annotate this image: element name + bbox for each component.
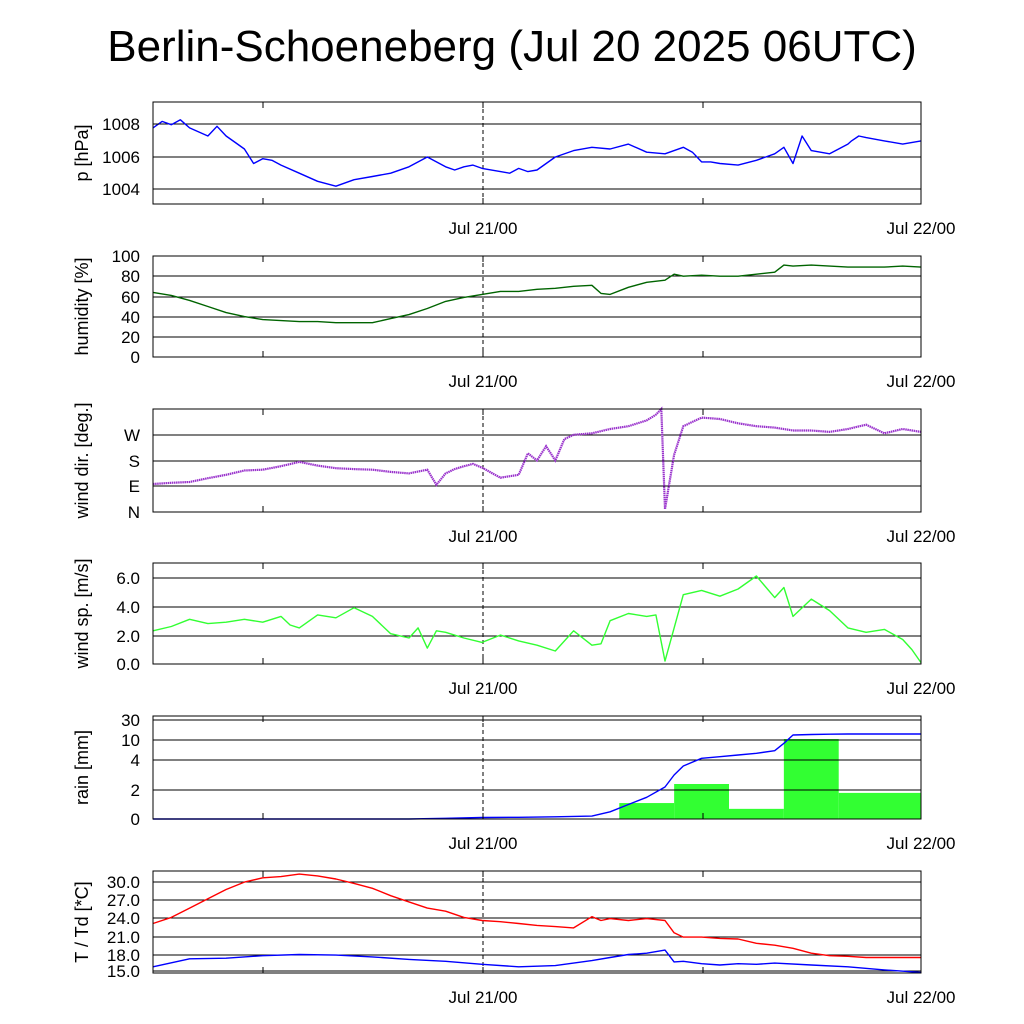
y-axis-label: wind sp. [m/s] [72,558,92,669]
x-tick-label: Jul 22/00 [887,679,956,698]
y-tick-label: N [128,503,140,522]
y-tick-label: 4.0 [116,598,140,617]
y-tick-label: 0.0 [116,655,140,674]
y-axis-label: rain [mm] [72,730,92,805]
y-tick-label: 60 [121,288,140,307]
x-tick-label: Jul 21/00 [449,834,518,853]
y-tick-label: 30.0 [107,873,140,892]
x-tick-label: Jul 22/00 [887,834,956,853]
y-tick-label: 15.0 [107,962,140,981]
y-axis-label: wind dir. [deg.] [72,402,92,519]
x-tick-label: Jul 21/00 [449,219,518,238]
y-tick-label: 2 [131,781,140,800]
panel-1: 1004 1006 1008 p [hPa] Jul 21/00 Jul 22/00 [72,101,956,238]
y-axis-label: humidity [%] [72,257,92,355]
y-tick-label: 6.0 [116,569,140,588]
y-axis-label: p [hPa] [72,124,92,181]
y-tick-label: 24.0 [107,909,140,928]
series-line-1 [152,873,921,959]
panel-frame [152,870,922,974]
x-tick-label: Jul 22/00 [887,372,956,391]
y-tick-label: 0 [131,348,140,367]
series-line-1 [152,119,922,187]
y-tick-label: 4 [131,751,140,770]
y-tick-label: 2.0 [116,627,140,646]
y-tick-label: 100 [112,247,140,266]
y-tick-label: E [129,477,140,496]
x-tick-label: Jul 21/00 [449,988,518,1007]
y-tick-label: 1004 [102,180,140,199]
rain-bar [729,808,784,819]
panel-frame [152,255,922,358]
rain-bar [783,739,839,819]
panel-frame [152,715,922,820]
y-tick-label: S [129,452,140,471]
y-tick-label: 0 [131,810,140,829]
rain-bar [838,792,921,819]
wind-direction-series [152,406,922,510]
x-tick-label: Jul 21/00 [449,372,518,391]
x-tick-label: Jul 22/00 [887,988,956,1007]
series-line-1 [152,575,922,664]
y-tick-label: 21.0 [107,928,140,947]
rain-bar [619,803,675,819]
panel-6: 15.018.021.024.027.030.0 T / Td [*C] Jul 2… [72,870,956,1007]
series-line-1 [153,733,921,820]
chart-title: Berlin-Schoeneberg (Jul 20 2025 06UTC) [107,22,917,71]
y-tick-label: 80 [121,267,140,286]
y-tick-label: 20 [121,328,140,347]
x-tick-label: Jul 21/00 [449,527,518,546]
panel-frame [152,562,922,665]
series-line-2 [152,949,922,974]
y-tick-label: 10 [121,731,140,750]
y-tick-label: 27.0 [107,891,140,910]
y-tick-label: W [124,426,140,445]
series-line-1 [152,264,922,324]
x-tick-label: Jul 22/00 [887,219,956,238]
y-tick-label: 40 [121,308,140,327]
y-tick-label: 1006 [102,148,140,167]
y-tick-label: 18.0 [107,946,140,965]
panel-4: 0.0 2.0 4.0 6.0 wind sp. [m/s] Jul 21/00 Jul 2… [72,558,956,698]
y-tick-label: 30 [121,711,140,730]
y-tick-label: 1008 [102,115,140,134]
rain-bar [674,784,729,819]
panel-frame [152,101,922,205]
x-tick-label: Jul 22/00 [887,527,956,546]
x-tick-label: Jul 21/00 [449,679,518,698]
y-axis-label: T / Td [*C] [72,881,92,962]
